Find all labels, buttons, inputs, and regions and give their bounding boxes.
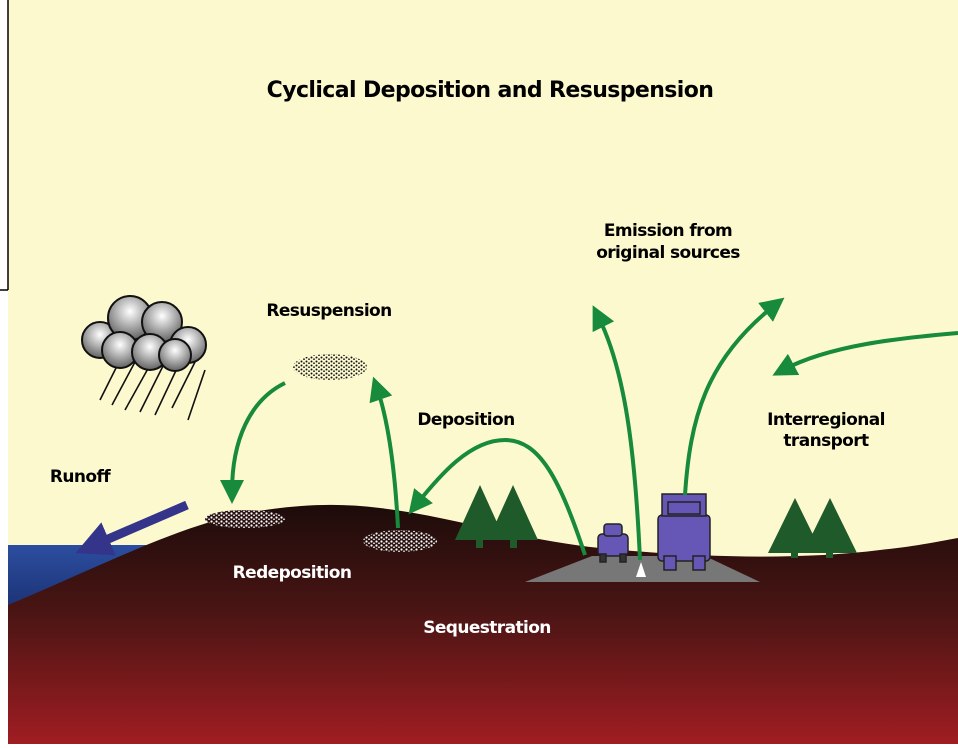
label: transport: [783, 431, 869, 451]
particle-patch: [363, 530, 437, 552]
label: Sequestration: [423, 618, 551, 638]
label: Redeposition: [233, 563, 352, 583]
particle-patch: [205, 510, 285, 528]
label: Deposition: [417, 410, 514, 430]
label: Interregional: [767, 410, 885, 430]
diagram: Cyclical Deposition and Resuspension Emi…: [0, 0, 958, 744]
particle-cloud: [293, 354, 367, 380]
label: Runoff: [50, 467, 111, 487]
label: original sources: [596, 243, 740, 263]
label: Emission from: [604, 221, 732, 241]
title: Cyclical Deposition and Resuspension: [267, 78, 714, 103]
label: Resuspension: [266, 301, 391, 321]
